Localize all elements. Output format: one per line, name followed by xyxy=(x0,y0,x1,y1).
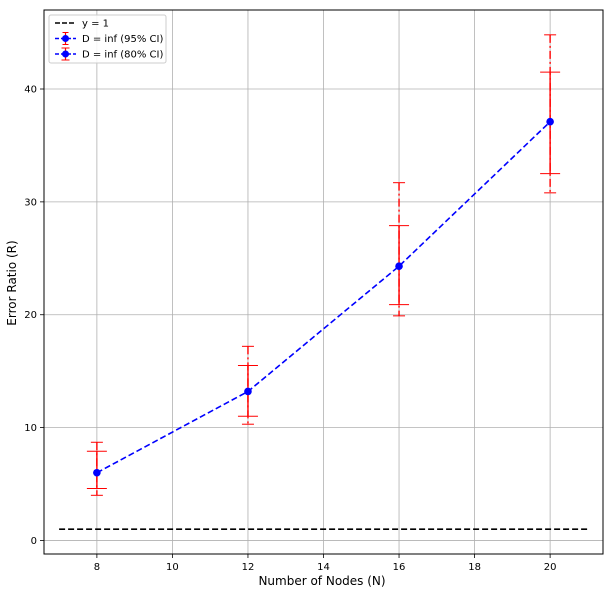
x-tick-label: 14 xyxy=(317,562,330,573)
series-line xyxy=(96,121,551,474)
legend-entry-label: D = inf (95% CI) xyxy=(82,34,163,45)
legend: y = 1 D = inf (95% CI) D = inf (80% CI) xyxy=(48,14,167,64)
legend-entry-label: D = inf (80% CI) xyxy=(82,50,163,61)
legend-marker-swatch xyxy=(62,35,69,42)
data-point xyxy=(395,262,403,270)
y-axis-label: Error Ratio (R) xyxy=(5,240,19,325)
x-tick-label: 16 xyxy=(393,562,406,573)
y-tick-label: 0 xyxy=(31,536,37,547)
grid-lines xyxy=(44,10,603,554)
x-tick-label: 12 xyxy=(242,562,255,573)
x-tick-label: 10 xyxy=(166,562,179,573)
plot-marks xyxy=(59,34,588,530)
data-point xyxy=(93,468,101,477)
y-tick-label: 40 xyxy=(24,85,37,96)
y-tick-label: 10 xyxy=(24,423,37,434)
legend-marker-swatch xyxy=(62,50,69,58)
x-axis-label: Number of Nodes (N) xyxy=(258,574,385,588)
x-tick-label: 18 xyxy=(468,562,481,573)
axis-ticks: 8 10 12 14 16 18 20 0 10 20 30 40 xyxy=(24,85,556,573)
legend-entry-label: y = 1 xyxy=(82,19,109,30)
x-tick-label: 20 xyxy=(544,562,557,573)
x-tick-label: 8 xyxy=(94,562,100,573)
legend-box xyxy=(48,14,167,64)
y-tick-label: 20 xyxy=(24,310,37,321)
y-tick-label: 30 xyxy=(24,197,37,208)
data-point xyxy=(546,117,554,126)
data-point xyxy=(244,387,252,396)
